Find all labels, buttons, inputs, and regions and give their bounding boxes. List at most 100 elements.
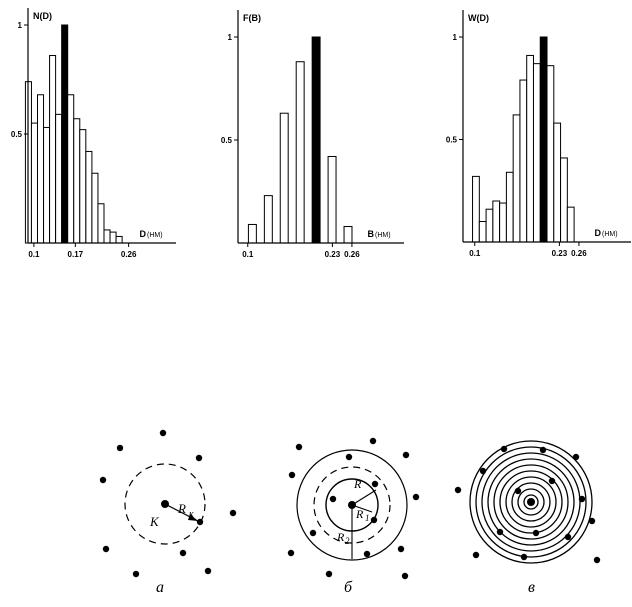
- bar: [343, 226, 353, 244]
- y-tick-label: 1: [453, 33, 458, 42]
- particle: [159, 429, 167, 437]
- bar: [109, 231, 117, 244]
- particle: [179, 549, 187, 557]
- bar: [43, 126, 51, 244]
- particle: [454, 486, 462, 494]
- bar: [79, 129, 87, 244]
- panel-caption-a: а: [156, 579, 164, 596]
- center-label: К: [149, 514, 160, 529]
- bar: [492, 200, 501, 243]
- y-tick-label: 1: [228, 33, 233, 42]
- x-axis-unit: (НМ): [375, 232, 391, 239]
- bar: [472, 175, 480, 243]
- particle: [500, 445, 508, 453]
- bar-highlighted: [61, 24, 69, 244]
- bar: [103, 229, 111, 244]
- bar: [566, 206, 575, 243]
- panel-caption-b: б: [344, 579, 353, 596]
- diagram-a: R к К а: [99, 429, 237, 596]
- bar: [30, 122, 38, 244]
- x-axis-unit: (НМ): [602, 231, 618, 238]
- particle: [369, 437, 377, 445]
- panel-caption-v: в: [528, 579, 535, 596]
- particle: [325, 570, 333, 578]
- particle: [102, 545, 110, 553]
- y-tick-label: 0.5: [446, 136, 458, 145]
- y-axis-label: N(D): [33, 11, 52, 21]
- ring: [511, 482, 551, 522]
- bar: [115, 235, 123, 244]
- particle: [309, 529, 317, 537]
- particle: [402, 451, 410, 459]
- bar: [526, 54, 534, 243]
- x-axis-label: D: [595, 228, 602, 238]
- bar: [85, 150, 93, 244]
- particle: [195, 454, 203, 462]
- x-tick-label: 0.26: [571, 249, 587, 258]
- bar: [485, 208, 494, 243]
- bar: [247, 223, 257, 244]
- particle: [593, 556, 601, 564]
- x-tick-label: 0.23: [325, 250, 341, 259]
- radius-label: R: [336, 530, 345, 544]
- concentric-rings: [469, 440, 593, 564]
- particle: [520, 553, 528, 561]
- ring: [517, 488, 545, 516]
- x-tick-label: 0.1: [242, 250, 254, 259]
- particle: [371, 480, 379, 488]
- dashed-circle: [124, 463, 206, 545]
- ring: [493, 464, 569, 540]
- particle: [539, 446, 547, 454]
- particle: [345, 453, 353, 461]
- particle: [196, 518, 204, 526]
- diagram-v: в: [454, 440, 601, 596]
- y-axis-label: F(B): [243, 13, 261, 23]
- y-axis-label: W(D): [468, 13, 489, 23]
- x-axis-label: B: [368, 229, 375, 239]
- bar: [97, 203, 105, 244]
- y-tick-label: 0.5: [11, 130, 23, 139]
- particle: [588, 517, 596, 525]
- particle: [496, 528, 504, 536]
- radius-arrow: [351, 504, 373, 513]
- radius-arrow: [351, 489, 377, 506]
- bar: [295, 61, 305, 244]
- bar: [55, 113, 63, 244]
- x-tick-label: 0.1: [28, 250, 40, 259]
- ring: [499, 470, 563, 534]
- radius-label: R: [355, 507, 364, 521]
- diagram-b: R R 1 R 2 б: [287, 437, 420, 596]
- radius-sub-label: 2: [345, 536, 350, 546]
- particle: [116, 444, 124, 452]
- bar-highlighted: [539, 36, 548, 243]
- particle: [363, 550, 371, 558]
- radius-sub-label: к: [189, 509, 194, 520]
- x-tick-label: 0.1: [469, 249, 481, 258]
- bar: [505, 171, 514, 243]
- outer-circle: [296, 449, 408, 561]
- particle: [578, 495, 586, 503]
- bar: [327, 155, 337, 244]
- particle: [295, 443, 303, 451]
- dashed-circle: [313, 466, 391, 544]
- particle: [532, 529, 540, 537]
- x-tick-label: 0.23: [552, 249, 568, 258]
- particle: [370, 516, 378, 524]
- ring: [505, 476, 557, 528]
- particle: [479, 467, 487, 475]
- particle: [204, 567, 212, 575]
- particle: [397, 545, 405, 553]
- center-particle: [527, 498, 535, 506]
- ring: [481, 452, 581, 552]
- x-axis-unit: (НМ): [147, 232, 163, 239]
- particle: [132, 570, 140, 578]
- particle: [572, 453, 580, 461]
- arrow-head: [188, 514, 198, 521]
- bar: [532, 63, 541, 243]
- bar: [36, 94, 45, 244]
- bar: [512, 114, 521, 243]
- ring: [487, 458, 575, 546]
- particle: [412, 493, 420, 501]
- bar: [499, 202, 507, 243]
- particle: [472, 551, 480, 559]
